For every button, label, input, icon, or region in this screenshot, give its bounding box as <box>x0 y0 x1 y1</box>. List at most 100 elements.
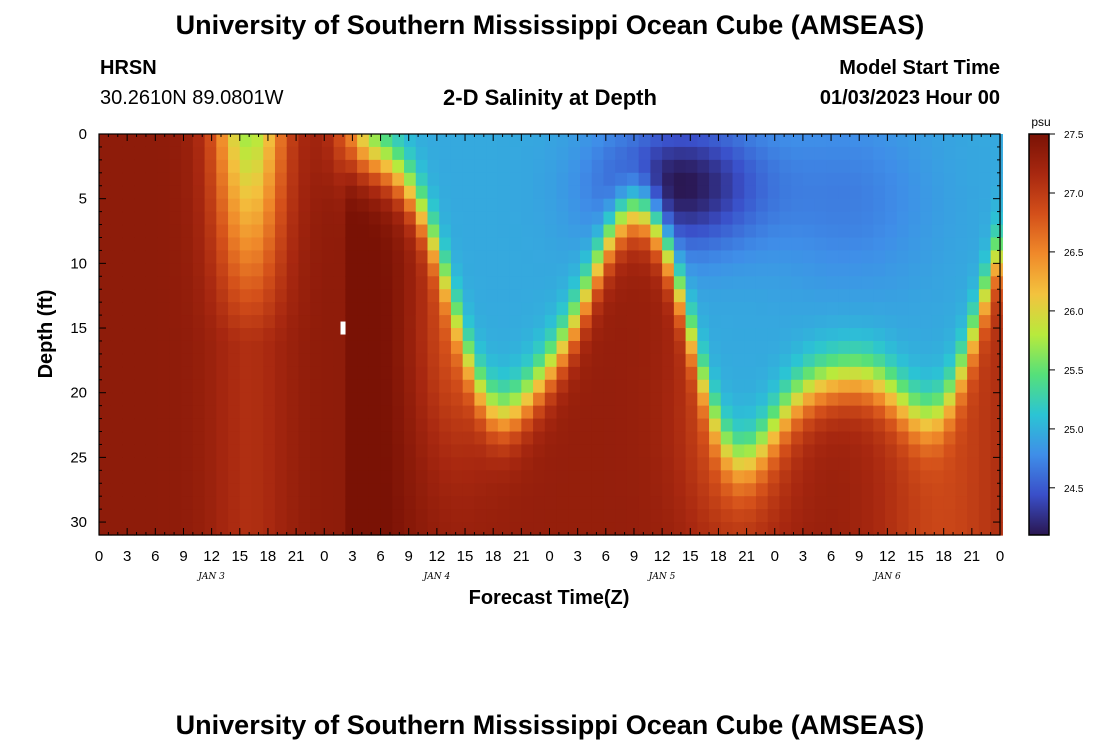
heatmap-cell <box>768 276 780 290</box>
heatmap-cell <box>568 496 580 510</box>
heatmap-cell <box>521 483 533 497</box>
heatmap-cell <box>791 419 803 433</box>
heatmap-cell <box>451 263 463 277</box>
heatmap-cell <box>908 470 920 484</box>
heatmap-cell <box>369 289 381 303</box>
x-tick-label: 12 <box>429 548 446 565</box>
heatmap-cell <box>240 393 252 407</box>
heatmap-cell <box>733 483 745 497</box>
heatmap-cell <box>545 341 557 355</box>
heatmap-cell <box>944 354 956 368</box>
heatmap-cell <box>263 496 275 510</box>
heatmap-cell <box>439 367 451 381</box>
heatmap-cell <box>838 444 850 458</box>
heatmap-cell <box>533 134 545 148</box>
heatmap-cell <box>873 457 885 471</box>
heatmap-cell <box>791 302 803 316</box>
heatmap-cell <box>427 432 439 446</box>
heatmap-cell <box>885 237 897 251</box>
heatmap-cell <box>134 225 146 239</box>
heatmap-cell <box>369 212 381 226</box>
heatmap-cell <box>263 199 275 213</box>
heatmap-cell <box>744 457 756 471</box>
heatmap-cell <box>873 315 885 329</box>
heatmap-cell <box>240 225 252 239</box>
heatmap-cell <box>111 134 123 148</box>
heatmap-cell <box>627 354 639 368</box>
heatmap-cell <box>803 393 815 407</box>
heatmap-cell <box>357 509 369 523</box>
heatmap-cell <box>873 173 885 187</box>
heatmap-cell <box>381 147 393 161</box>
heatmap-cell <box>298 225 310 239</box>
heatmap-cell <box>615 134 627 148</box>
heatmap-cell <box>967 444 979 458</box>
heatmap-cell <box>345 302 357 316</box>
heatmap-cell <box>603 328 615 342</box>
heatmap-cell <box>686 212 698 226</box>
x-tick-label: 21 <box>738 548 755 565</box>
heatmap-cell <box>287 160 299 174</box>
heatmap-cell <box>275 380 287 394</box>
heatmap-cell <box>451 160 463 174</box>
heatmap-cell <box>803 444 815 458</box>
heatmap-cell <box>111 470 123 484</box>
heatmap-cell <box>416 470 428 484</box>
heatmap-cell <box>627 444 639 458</box>
heatmap-cell <box>815 393 827 407</box>
heatmap-cell <box>252 354 264 368</box>
heatmap-cell <box>756 173 768 187</box>
heatmap-cell <box>756 315 768 329</box>
heatmap-cell <box>908 212 920 226</box>
heatmap-cell <box>838 354 850 368</box>
heatmap-cell <box>756 289 768 303</box>
heatmap-cell <box>216 302 228 316</box>
heatmap-cell <box>240 263 252 277</box>
heatmap-cell <box>498 263 510 277</box>
heatmap-cell <box>486 393 498 407</box>
heatmap-cell <box>158 367 170 381</box>
colorbar-tick-label: 25.0 <box>1064 425 1084 436</box>
heatmap-cell <box>697 419 709 433</box>
heatmap-cell <box>122 444 134 458</box>
heatmap-cell <box>205 276 217 290</box>
heatmap-cell <box>768 496 780 510</box>
heatmap-cell <box>533 315 545 329</box>
heatmap-cell <box>404 302 416 316</box>
heatmap-cell <box>181 393 193 407</box>
heatmap-cell <box>486 483 498 497</box>
heatmap-cell <box>932 302 944 316</box>
heatmap-cell <box>639 263 651 277</box>
heatmap-cell <box>240 354 252 368</box>
heatmap-cell <box>826 393 838 407</box>
heatmap-cell <box>404 444 416 458</box>
heatmap-cell <box>991 367 1003 381</box>
heatmap-cell <box>521 522 533 536</box>
heatmap-cell <box>334 380 346 394</box>
heatmap-cell <box>791 380 803 394</box>
heatmap-cell <box>275 160 287 174</box>
heatmap-cell <box>357 276 369 290</box>
heatmap-cell <box>803 328 815 342</box>
heatmap-cell <box>158 457 170 471</box>
heatmap-cell <box>779 419 791 433</box>
heatmap-cell <box>791 522 803 536</box>
heatmap-cell <box>779 173 791 187</box>
heatmap-cell <box>862 173 874 187</box>
heatmap-cell <box>885 212 897 226</box>
heatmap-cell <box>979 483 991 497</box>
colorbar-tick-label: 26.5 <box>1064 248 1084 259</box>
heatmap-cell <box>287 315 299 329</box>
heatmap-cell <box>322 263 334 277</box>
heatmap-cell <box>979 354 991 368</box>
heatmap-cell <box>345 250 357 264</box>
heatmap-cell <box>298 328 310 342</box>
heatmap-cell <box>580 276 592 290</box>
heatmap-cell <box>169 302 181 316</box>
heatmap-cell <box>592 367 604 381</box>
heatmap-cell <box>955 470 967 484</box>
heatmap-cell <box>791 354 803 368</box>
heatmap-cell <box>627 393 639 407</box>
heatmap-cell <box>979 212 991 226</box>
heatmap-cell <box>897 380 909 394</box>
